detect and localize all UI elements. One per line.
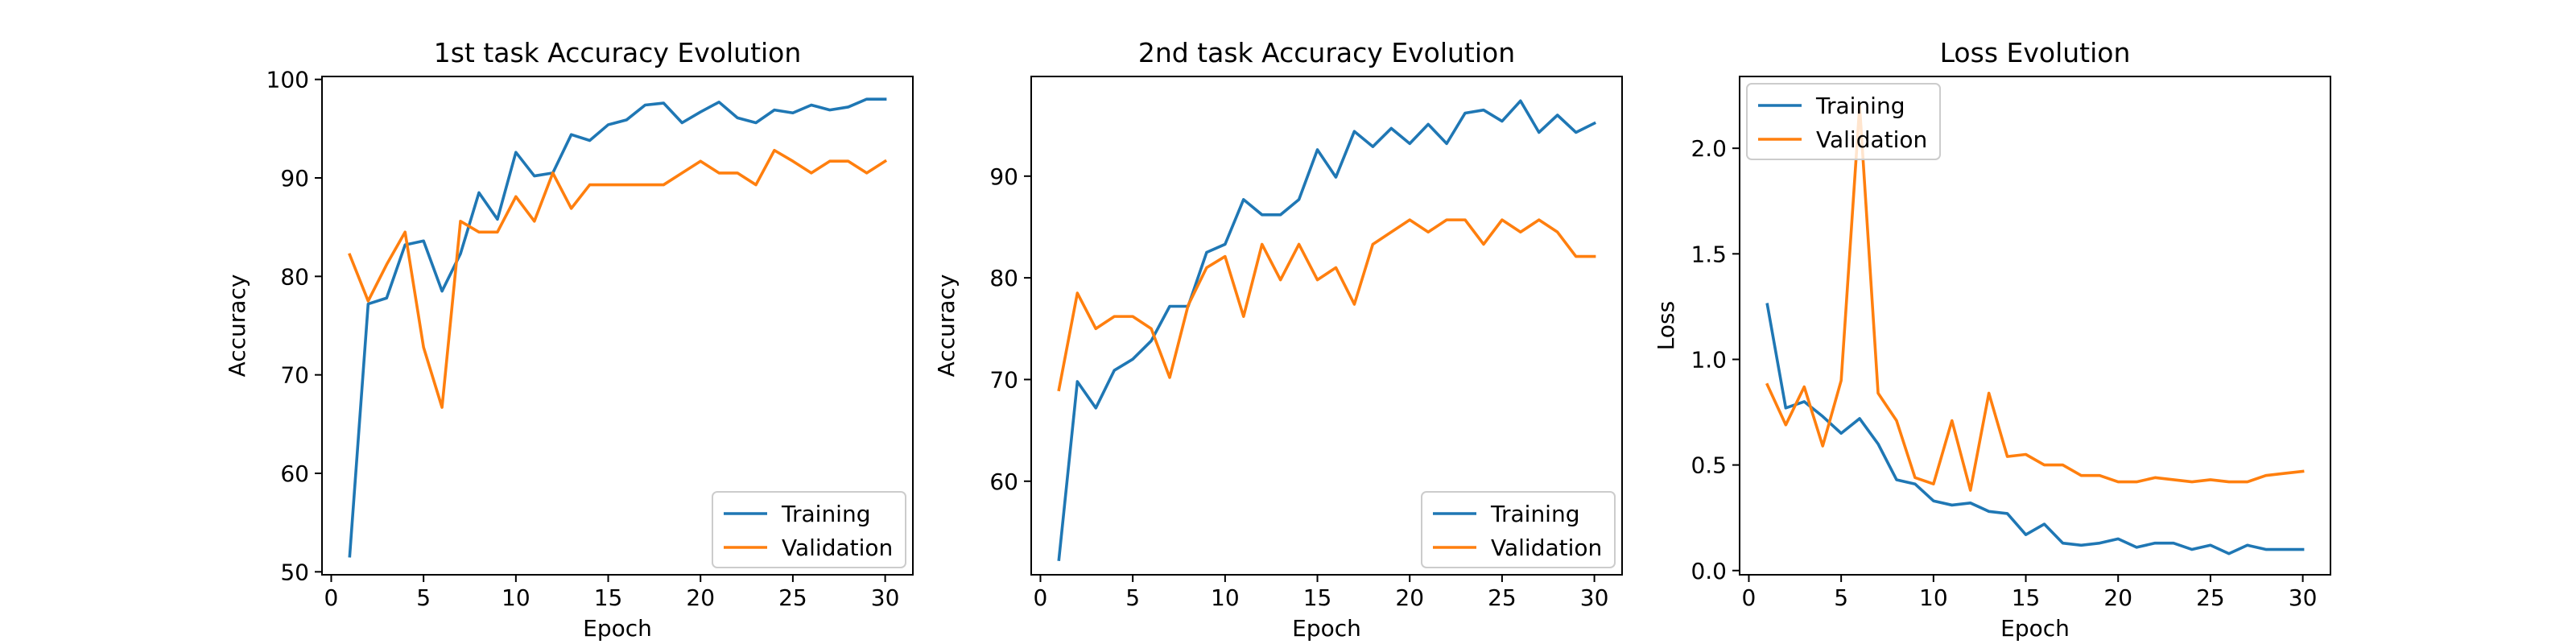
chart-panel-3: Loss Evolution 0 5 10 15 20 25 30 0.0 0.5 1.0 1.5 2.… <box>1653 37 2331 642</box>
chart-title: 1st task Accuracy Evolution <box>434 37 802 68</box>
x-tick-label: 25 <box>778 584 807 611</box>
y-tick-label: 60 <box>989 469 1018 495</box>
series-line-training <box>1765 303 2305 555</box>
x-tick-label: 15 <box>1303 584 1332 611</box>
panels: 1st task Accuracy Evolution 0 5 10 15 20 25 30 5… <box>224 37 2331 642</box>
series-line-validation <box>348 148 888 409</box>
x-tick-label: 5 <box>1125 584 1140 611</box>
y-tick-label: 50 <box>280 559 309 585</box>
x-tick-label: 15 <box>594 584 623 611</box>
y-tick-label: 1.5 <box>1690 241 1727 267</box>
x-tick-label: 30 <box>871 584 900 611</box>
y-axis-label: Accuracy <box>933 275 960 378</box>
y-tick-label: 90 <box>989 163 1018 190</box>
series-line-validation <box>1057 218 1596 392</box>
x-axis-label: Epoch <box>583 615 652 642</box>
y-tick-label: 70 <box>989 366 1018 393</box>
x-tick-label: 10 <box>502 584 530 611</box>
y-tick-label: 80 <box>280 263 309 290</box>
chart-panel-1: 1st task Accuracy Evolution 0 5 10 15 20 25 30 5… <box>224 37 914 642</box>
y-tick-label: 60 <box>280 460 309 487</box>
y-tick-label: 90 <box>280 165 309 192</box>
x-tick-label: 30 <box>1580 584 1609 611</box>
legend-label-validation: Validation <box>1816 126 1927 153</box>
x-tick-label: 25 <box>1488 584 1517 611</box>
y-axis-label: Accuracy <box>224 275 250 378</box>
series-line-training <box>1057 99 1597 562</box>
x-axis-label: Epoch <box>1292 615 1361 642</box>
plot-frame <box>1739 76 2331 576</box>
x-tick-label: 20 <box>686 584 715 611</box>
y-tick-label: 80 <box>989 265 1018 291</box>
y-tick-label: 70 <box>280 362 309 389</box>
x-tick-label: 20 <box>2103 584 2132 611</box>
x-tick-label: 5 <box>1834 584 1848 611</box>
legend: Training Validation <box>712 491 906 568</box>
x-tick-label: 0 <box>324 584 339 611</box>
chart-title: 2nd task Accuracy Evolution <box>1138 37 1515 68</box>
legend-label-validation: Validation <box>1491 535 1602 561</box>
legend-label-training: Training <box>1815 93 1905 119</box>
legend-label-validation: Validation <box>782 535 893 561</box>
x-tick-label: 20 <box>1395 584 1424 611</box>
y-tick-label: 2.0 <box>1690 135 1727 162</box>
legend-label-training: Training <box>1490 501 1579 527</box>
x-tick-label: 10 <box>1211 584 1240 611</box>
x-axis-label: Epoch <box>2000 615 2070 642</box>
y-axis-label: Loss <box>1653 301 1679 350</box>
x-tick-label: 15 <box>2012 584 2041 611</box>
y-tick-label: 1.0 <box>1690 346 1727 373</box>
chart-title: Loss Evolution <box>1940 37 2131 68</box>
x-tick-label: 30 <box>2289 584 2318 611</box>
y-tick-label: 0.0 <box>1690 558 1727 584</box>
plot-frame <box>321 76 914 576</box>
plot-frame <box>1030 76 1623 576</box>
y-tick-label: 100 <box>266 67 309 93</box>
x-tick-label: 10 <box>1919 584 1948 611</box>
x-tick-label: 5 <box>416 584 431 611</box>
x-tick-label: 25 <box>2196 584 2225 611</box>
chart-panel-2: 2nd task Accuracy Evolution 0 5 10 15 20 25 30 6… <box>933 37 1623 642</box>
x-tick-label: 0 <box>1742 584 1757 611</box>
legend-label-training: Training <box>781 501 870 527</box>
legend: Training Validation <box>1421 491 1616 568</box>
legend: Training Validation <box>1746 83 1941 160</box>
x-tick-label: 0 <box>1034 584 1048 611</box>
y-tick-label: 0.5 <box>1690 452 1727 479</box>
series-line-training <box>348 97 887 558</box>
